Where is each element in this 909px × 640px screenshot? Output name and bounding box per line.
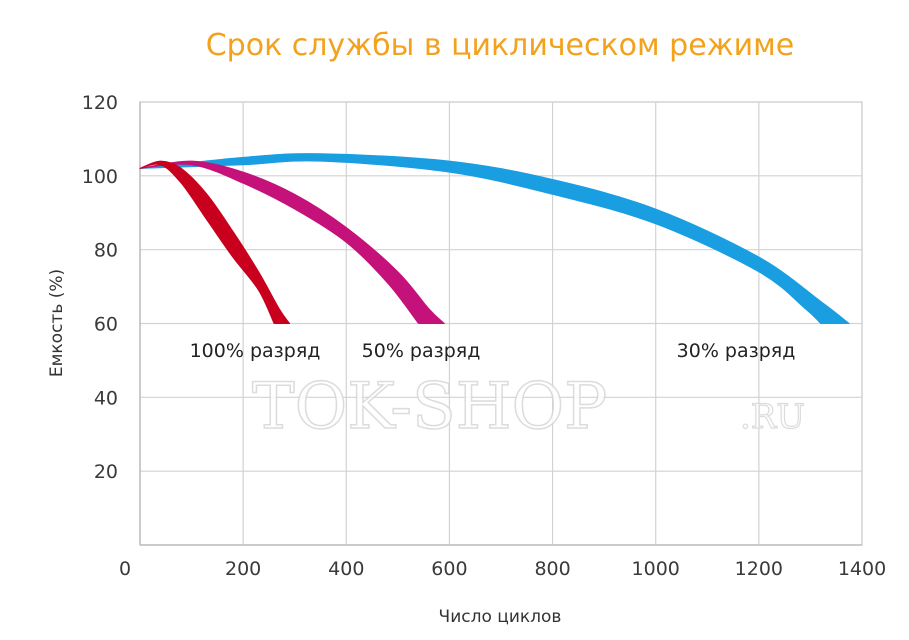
y-tick-label: 80 <box>94 240 118 262</box>
x-tick-label: 1400 <box>838 558 886 580</box>
chart-title: Срок службы в циклическом режиме <box>206 28 795 63</box>
series-band-100-percent <box>139 160 291 324</box>
x-tick-label: 200 <box>225 558 261 580</box>
series-label-100: 100% разряд <box>190 340 321 362</box>
watermark-suffix: .RU <box>740 397 805 437</box>
series-label-30: 30% разряд <box>677 340 796 362</box>
series-band-30-percent <box>139 153 850 324</box>
x-tick-label: 400 <box>328 558 364 580</box>
x-tick-label: 1000 <box>632 558 680 580</box>
tick-labels: 0 200 400 600 800 1000 1200 1400 20 40 60 80 100 120 <box>82 92 886 580</box>
x-axis-label: Число циклов <box>439 607 562 627</box>
x-tick-label: 800 <box>534 558 570 580</box>
y-axis-label: Емкость (%) <box>47 269 67 377</box>
x-tick-label: 0 <box>119 558 131 580</box>
series-label-50: 50% разряд <box>362 340 481 362</box>
x-tick-label: 1200 <box>735 558 783 580</box>
series-group <box>139 153 850 324</box>
series-band-50-percent <box>139 160 445 324</box>
y-tick-label: 60 <box>94 314 118 336</box>
watermark: TOK-SHOP .RU <box>251 369 805 445</box>
y-tick-label: 100 <box>82 166 118 188</box>
watermark-main: TOK-SHOP <box>252 370 607 444</box>
y-tick-label: 120 <box>82 92 118 114</box>
y-tick-label: 20 <box>94 461 118 483</box>
y-tick-label: 40 <box>94 387 118 409</box>
x-tick-label: 600 <box>431 558 467 580</box>
